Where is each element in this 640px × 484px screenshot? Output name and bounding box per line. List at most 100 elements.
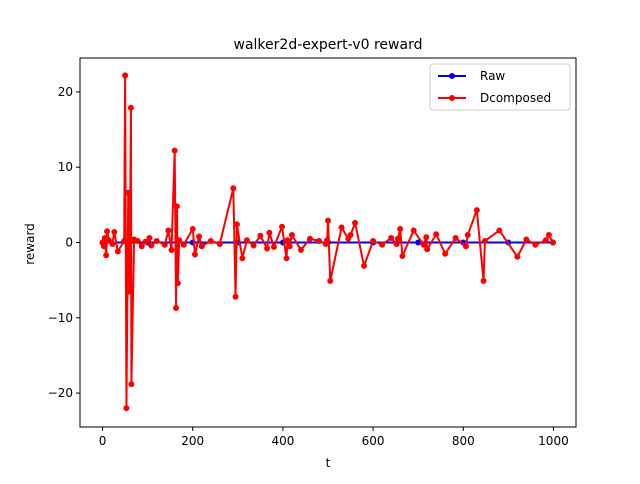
data-point-dcomposed <box>191 251 198 258</box>
data-point-dcomposed <box>232 293 239 300</box>
legend-marker-dcomposed <box>449 95 455 101</box>
data-point-dcomposed <box>134 237 141 244</box>
data-point-dcomposed <box>397 225 404 232</box>
y-tick-label: −10 <box>48 311 73 325</box>
data-point-dcomposed <box>452 234 459 241</box>
data-point-dcomposed <box>399 253 406 260</box>
data-point-dcomposed <box>174 280 181 287</box>
data-point-dcomposed <box>264 245 271 252</box>
legend: Raw Dcomposed <box>429 63 571 111</box>
data-point-dcomposed <box>161 241 168 248</box>
y-tick-label: −20 <box>48 386 73 400</box>
data-point-dcomposed <box>198 243 205 250</box>
data-point-dcomposed <box>114 248 121 255</box>
data-point-dcomposed <box>121 237 128 244</box>
data-point-dcomposed <box>481 237 488 244</box>
data-point-dcomposed <box>266 229 273 236</box>
data-point-dcomposed <box>297 247 304 254</box>
plot-area <box>99 72 556 412</box>
data-point-dcomposed <box>532 241 539 248</box>
data-point-dcomposed <box>388 234 395 241</box>
data-point-dcomposed <box>176 237 183 244</box>
data-point-dcomposed <box>352 219 359 226</box>
data-point-dcomposed <box>122 72 129 79</box>
y-tick-label: 20 <box>58 85 73 99</box>
data-point-dcomposed <box>423 234 430 241</box>
data-point-dcomposed <box>545 231 552 238</box>
data-point-dcomposed <box>123 405 130 412</box>
data-point-dcomposed <box>462 243 469 250</box>
x-tick-label: 200 <box>181 434 204 448</box>
data-point-dcomposed <box>324 237 331 244</box>
data-point-dcomposed <box>338 224 345 231</box>
x-tick-label: 0 <box>99 434 107 448</box>
y-tick-label: 10 <box>58 160 73 174</box>
data-point-dcomposed <box>109 241 116 248</box>
data-point-dcomposed <box>480 277 487 284</box>
data-point-dcomposed <box>361 262 368 269</box>
y-tick-label: 0 <box>65 236 73 250</box>
data-point-dcomposed <box>257 232 264 239</box>
data-point-dcomposed <box>239 255 246 262</box>
data-point-dcomposed <box>523 236 530 243</box>
data-point-dcomposed <box>410 227 417 234</box>
data-point-dcomposed <box>243 237 250 244</box>
data-point-dcomposed <box>189 225 196 232</box>
data-point-dcomposed <box>105 237 112 244</box>
x-tick-label: 400 <box>271 434 294 448</box>
data-point-dcomposed <box>128 381 135 388</box>
data-point-dcomposed <box>173 305 180 312</box>
data-point-dcomposed <box>464 231 471 238</box>
data-point-dcomposed <box>168 247 175 254</box>
data-point-dcomposed <box>127 104 134 111</box>
data-point-dcomposed <box>325 217 331 224</box>
data-point-dcomposed <box>306 235 313 242</box>
data-point-dcomposed <box>347 231 354 238</box>
legend-marker-raw <box>449 73 455 79</box>
data-point-raw <box>415 239 422 246</box>
data-point-dcomposed <box>420 241 427 248</box>
data-point-dcomposed <box>442 250 449 257</box>
data-point-dcomposed <box>180 241 187 248</box>
axes: 0 200 400 600 800 1000 −20 −10 0 10 20 <box>48 57 577 448</box>
data-point-dcomposed <box>207 237 214 244</box>
data-point-dcomposed <box>327 277 334 284</box>
data-point-dcomposed <box>542 237 549 244</box>
data-point-dcomposed <box>550 239 556 246</box>
data-point-dcomposed <box>379 241 386 248</box>
x-tick-label: 800 <box>452 434 475 448</box>
data-point-dcomposed <box>173 203 180 210</box>
data-point-dcomposed <box>233 221 240 228</box>
data-point-dcomposed <box>394 235 401 242</box>
legend-label-dcomposed: Dcomposed <box>480 91 551 105</box>
data-point-dcomposed <box>250 242 257 249</box>
x-tick-label: 1000 <box>538 434 569 448</box>
data-point-dcomposed <box>288 231 295 238</box>
data-point-dcomposed <box>514 253 521 260</box>
data-point-dcomposed <box>171 147 178 154</box>
data-point-dcomposed <box>473 207 480 214</box>
x-axis-label: t <box>326 456 331 470</box>
data-point-dcomposed <box>165 227 172 234</box>
data-point-dcomposed <box>279 223 286 230</box>
data-point-dcomposed <box>216 241 223 248</box>
data-point-dcomposed <box>270 244 277 251</box>
data-point-dcomposed <box>433 231 440 238</box>
y-axis-label: reward <box>23 223 37 265</box>
data-point-dcomposed <box>125 189 132 196</box>
data-point-dcomposed <box>315 237 322 244</box>
data-point-dcomposed <box>196 233 203 240</box>
data-point-dcomposed <box>126 288 133 295</box>
data-point-dcomposed <box>424 246 431 253</box>
data-point-dcomposed <box>393 241 400 248</box>
data-point-dcomposed <box>496 227 503 234</box>
data-point-dcomposed <box>153 237 160 244</box>
data-point-dcomposed <box>111 228 118 235</box>
chart-title: walker2d-expert-v0 reward <box>234 37 423 53</box>
data-point-dcomposed <box>104 228 111 235</box>
data-point-dcomposed <box>100 243 107 250</box>
data-point-dcomposed <box>148 242 155 249</box>
data-point-dcomposed <box>230 185 237 192</box>
data-point-dcomposed <box>283 255 290 262</box>
